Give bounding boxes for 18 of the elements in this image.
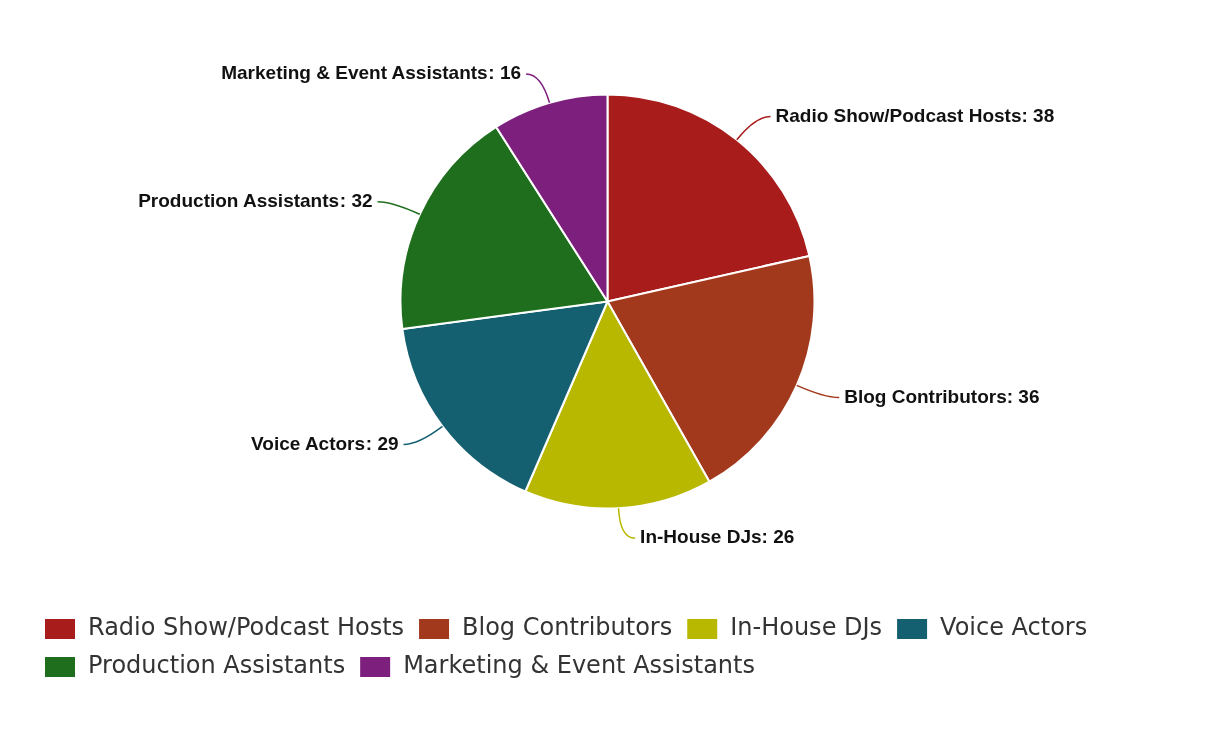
legend-label: Production Assistants [88, 651, 346, 680]
legend-label: Marketing & Event Assistants [403, 651, 755, 680]
slice-label: Blog Contributors [844, 385, 1007, 407]
legend-label: Blog Contributors [462, 613, 673, 642]
legend-label: Voice Actors [940, 613, 1088, 642]
data-label: : 16 [488, 62, 522, 84]
slice-label: Marketing & Event Assistants [221, 62, 488, 84]
slice-label: Voice Actors [251, 432, 366, 454]
slice-label: Production Assistants [138, 189, 340, 211]
data-label: : 32 [339, 189, 373, 211]
legend-label: In-House DJs [730, 613, 883, 642]
data-label: : 26 [761, 526, 795, 548]
slice-label: Radio Show/Podcast Hosts [775, 104, 1022, 126]
data-label: : 38 [1021, 104, 1055, 126]
slice-label: In-House DJs [640, 526, 762, 548]
legend-label: Radio Show/Podcast Hosts [88, 613, 405, 642]
data-label: : 29 [365, 432, 399, 454]
data-label: : 36 [1006, 385, 1040, 407]
